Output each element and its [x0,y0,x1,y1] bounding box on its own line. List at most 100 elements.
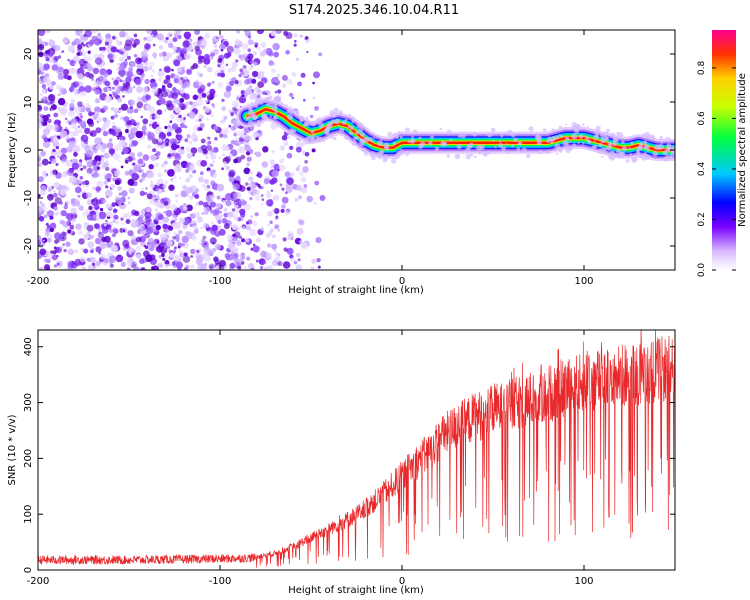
spectrogram-noise-cell [213,208,220,215]
spectrogram-noise-cell [47,118,52,124]
spectrogram-noise-cell [247,35,252,39]
signal-halo-cell [338,127,345,133]
spectrogram-noise-cell [237,265,242,270]
signal-halo-cell [327,133,330,136]
spectrogram-noise-cell [246,256,251,261]
spectrogram-noise-cell [152,52,158,58]
spectrogram-noise-cell [205,223,210,228]
spectrogram-noise-cell [43,63,50,70]
spectrogram-noise-cell [219,119,225,125]
signal-halo-cell [551,128,555,132]
spectrogram-noise-cell [117,97,123,103]
spectrogram-noise-cell [145,187,149,190]
spectrogram-noise-cell [72,60,76,64]
spectrogram-noise-cell [167,122,171,126]
spectrogram-noise-cell [105,166,110,171]
signal-halo-cell [396,151,400,155]
spectrogram-noise-cell [241,238,246,243]
spectrogram-noise-cell [91,30,98,34]
signal-halo-cell [568,147,572,151]
spectrogram-noise-cell [285,32,293,40]
spectrogram-x-tick-label: 0 [399,276,405,287]
spectrogram-noise-cell [299,170,305,176]
spectrogram-noise-cell [233,47,241,55]
signal-halo-cell [636,149,639,153]
spectrogram-noise-cell [169,252,175,258]
spectrogram-noise-cell [38,44,45,51]
spectrogram-noise-cell [171,153,175,157]
signal-halo-cell [498,139,502,143]
spectrogram-noise-cell [219,259,227,267]
spectrogram-noise-cell [124,243,130,249]
spectrogram-noise-cell [210,113,214,118]
signal-halo-cell [288,108,294,114]
signal-halo-cell [466,144,472,150]
spectrogram-noise-cell [133,38,141,46]
spectrogram-noise-cell [158,254,162,259]
spectrogram-noise-cell [38,156,41,162]
spectrogram-noise-cell [78,230,83,235]
spectrogram-noise-cell [84,127,91,135]
spectrogram-noise-cell [249,94,255,101]
spectrogram-noise-cell [260,203,264,206]
spectrogram-noise-cell [188,174,194,179]
spectrogram-noise-cell [206,117,209,121]
spectrogram-noise-cell [163,160,168,165]
spectrogram-noise-cell [102,105,108,111]
spectrogram-noise-cell [238,235,242,239]
spectrogram-noise-cell [278,164,286,172]
spectrogram-noise-cell [169,120,173,123]
spectrogram-noise-cell [53,264,58,268]
signal-halo-cell [334,118,341,125]
signal-halo-cell [248,106,253,112]
spectrogram-noise-cell [94,106,101,114]
spectrogram-noise-cell [218,156,222,160]
spectrogram-noise-cell [191,101,198,108]
spectrogram-noise-cell [38,30,46,37]
spectrogram-noise-cell [117,137,120,140]
signal-halo-cell [454,153,461,160]
spectrogram-noise-cell [91,78,94,81]
spectrogram-noise-cell [67,58,70,62]
spectrogram-noise-cell [275,251,280,256]
spectrogram-noise-cell [175,144,180,149]
snr-y-tick-label: 400 [23,337,34,356]
spectrogram-noise-cell [299,240,303,244]
spectrogram-noise-cell [201,238,206,243]
spectrogram-noise-cell [250,267,255,270]
snr-ticks: -200 -100 0 100 0 100 200 300 400 [23,330,675,587]
spectrogram-noise-cell [214,94,218,98]
signal-halo-cell [460,132,466,139]
spectrogram-noise-cell [259,266,264,270]
spectrogram-noise-cell [48,161,52,165]
spectrogram-noise-cell [100,253,106,260]
spectrogram-noise-cell [219,133,224,138]
spectrogram-noise-cell [68,140,76,148]
spectrogram-noise-cell [64,117,68,121]
spectrogram-noise-cell [57,73,65,80]
signal-halo-cell [399,149,404,154]
spectrogram-noise-cell [207,170,210,173]
spectrogram-noise-cell [66,120,70,124]
spectrogram-noise-cell [90,249,94,254]
spectrogram-noise-cell [235,204,239,209]
spectrogram-x-label: Height of straight line (km) [288,285,424,296]
spectrogram-noise-cell [118,85,123,91]
spectrogram-noise-cell [209,88,216,95]
spectrogram-noise-cell [59,107,68,116]
signal-halo-cell [322,139,326,142]
spectrogram-noise-cell [199,84,206,91]
spectrogram-noise-cell [148,164,154,170]
signal-halo-cell [350,132,353,136]
spectrogram-noise-cell [183,52,192,60]
spectrogram-noise-cell [245,151,251,156]
spectrogram-noise-cell [254,44,258,48]
spectrogram-noise-cell [171,68,174,72]
spectrogram-noise-cell [262,91,266,95]
spectrogram-noise-cell [169,113,175,119]
spectrogram-noise-cell [250,64,254,68]
signal-halo-cell [418,144,423,149]
spectrogram-noise-cell [247,39,254,46]
spectrogram-noise-cell [46,210,55,218]
spectrogram-noise-cell [154,127,162,134]
